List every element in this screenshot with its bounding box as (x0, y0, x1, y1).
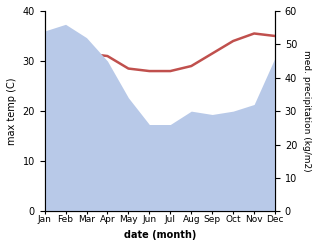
Y-axis label: max temp (C): max temp (C) (7, 77, 17, 145)
Y-axis label: med. precipitation (kg/m2): med. precipitation (kg/m2) (302, 50, 311, 172)
X-axis label: date (month): date (month) (124, 230, 196, 240)
